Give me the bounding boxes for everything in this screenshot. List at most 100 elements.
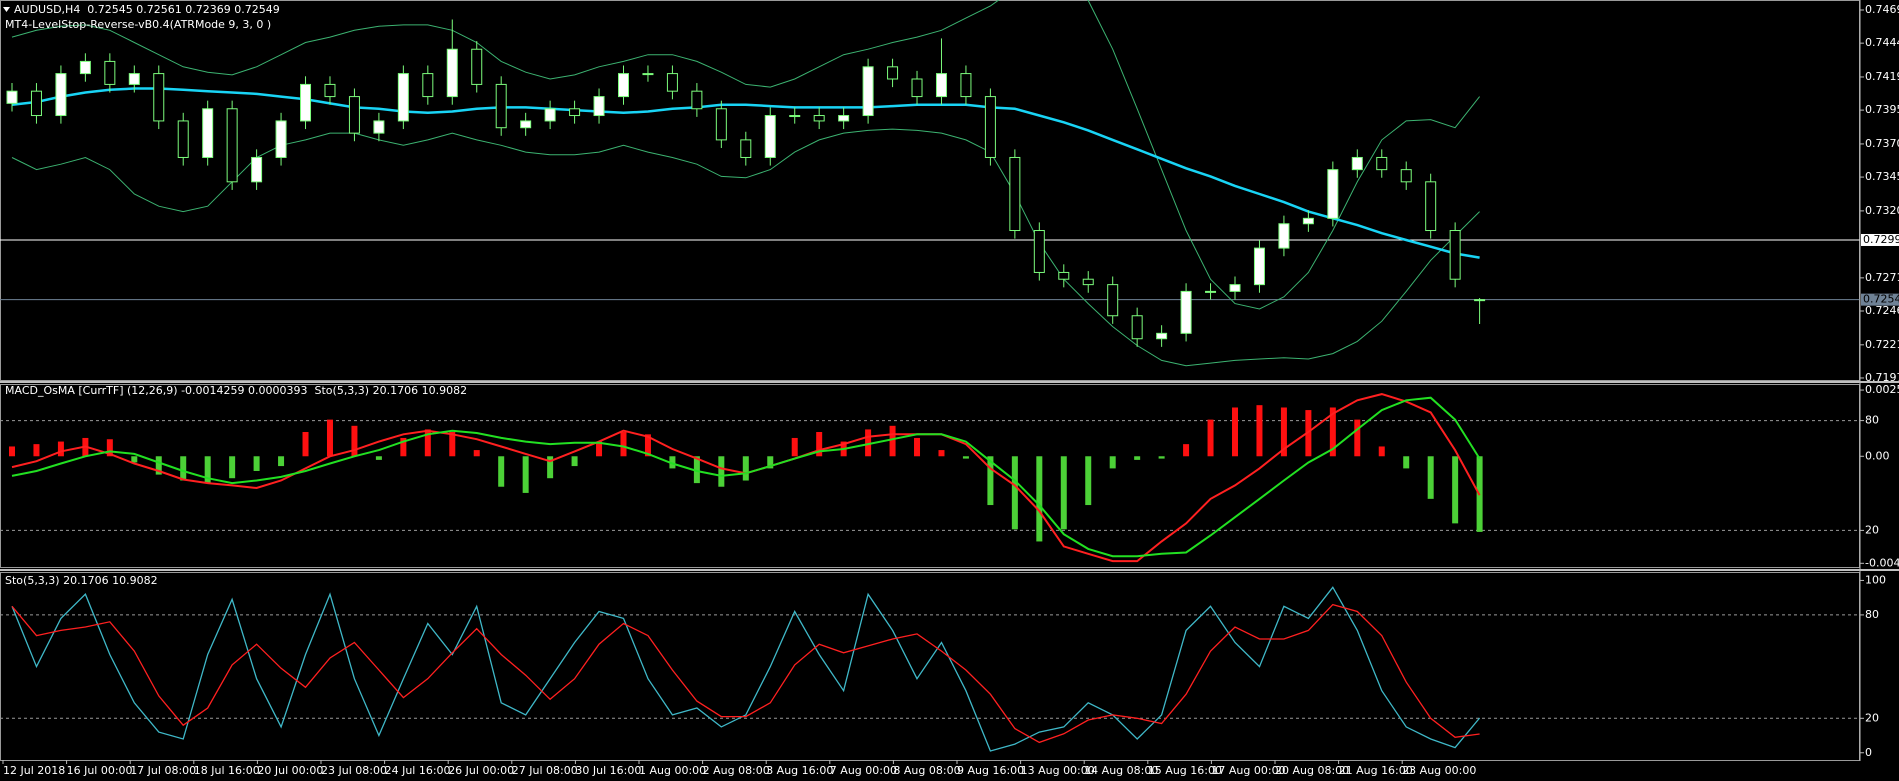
histogram-bar bbox=[253, 456, 260, 471]
menu-triangle bbox=[3, 7, 10, 12]
candle-body bbox=[764, 115, 776, 158]
histogram-bar bbox=[1134, 456, 1141, 460]
histogram-bar bbox=[1427, 456, 1434, 499]
histogram-bar bbox=[33, 444, 40, 457]
histogram-bar bbox=[1060, 456, 1067, 530]
plot-area bbox=[9, 393, 1483, 563]
y-tick-label: 20 bbox=[1865, 523, 1879, 536]
histogram-bar bbox=[914, 437, 921, 457]
y-tick-label: 20 bbox=[1865, 711, 1879, 724]
histogram-bar bbox=[204, 456, 211, 484]
candle-body bbox=[324, 83, 336, 98]
histogram-bar bbox=[522, 456, 529, 493]
candle-body bbox=[862, 66, 874, 117]
time-label: 26 Jul 00:00 bbox=[448, 764, 514, 777]
candle-body bbox=[202, 108, 214, 158]
time-label: 18 Jul 16:00 bbox=[194, 764, 260, 777]
candle-body bbox=[911, 78, 923, 98]
stoch-title: Sto(5,3,3) 20.1706 10.9082 bbox=[5, 574, 158, 587]
candle-body bbox=[569, 108, 581, 117]
y-tick-label: 0.73700 bbox=[1865, 137, 1899, 150]
time-label: 23 Aug 00:00 bbox=[1402, 764, 1476, 777]
histogram-bar bbox=[865, 429, 872, 457]
histogram-bar bbox=[1036, 456, 1043, 542]
candle-body bbox=[838, 115, 850, 122]
y-tick-label: 0.74195 bbox=[1865, 70, 1899, 83]
histogram-bar bbox=[816, 432, 823, 457]
y-tick-label: 0.71970 bbox=[1865, 371, 1899, 384]
histogram-bar bbox=[596, 441, 603, 457]
histogram-bar bbox=[155, 456, 162, 475]
time-label: 9 Aug 16:00 bbox=[957, 764, 1024, 777]
histogram-bar bbox=[791, 437, 798, 457]
candle-body bbox=[1351, 156, 1363, 171]
candle-body bbox=[960, 73, 972, 98]
candle-body bbox=[1058, 271, 1070, 280]
histogram-bar bbox=[57, 441, 64, 457]
candle-body bbox=[397, 73, 409, 122]
time-label: 14 Aug 08:00 bbox=[1084, 764, 1158, 777]
plot-area bbox=[0, 0, 1860, 367]
candle-body bbox=[226, 108, 238, 183]
candle-body bbox=[1474, 299, 1486, 302]
time-label: 20 Jul 00:00 bbox=[257, 764, 323, 777]
candle-body bbox=[79, 60, 91, 75]
candle-body bbox=[715, 108, 727, 141]
histogram-bar bbox=[1256, 405, 1263, 457]
histogram-bar bbox=[424, 429, 431, 457]
candle-body bbox=[887, 66, 899, 80]
histogram-bar bbox=[767, 456, 774, 469]
level-label-box bbox=[1861, 233, 1899, 246]
candle-body bbox=[495, 83, 507, 129]
candle-body bbox=[1033, 230, 1045, 273]
histogram-bar bbox=[1085, 456, 1092, 506]
time-label: 21 Aug 16:00 bbox=[1339, 764, 1413, 777]
plot-area bbox=[0, 586, 1860, 752]
candle-body bbox=[6, 90, 18, 104]
candle-body bbox=[300, 83, 312, 122]
candle-body bbox=[1253, 247, 1265, 286]
histogram-bar bbox=[1158, 456, 1165, 459]
histogram-bar bbox=[1403, 456, 1410, 469]
histogram-bar bbox=[1378, 446, 1385, 457]
histogram-bar bbox=[1109, 456, 1116, 469]
histogram-bar bbox=[644, 434, 651, 457]
candle-body bbox=[1205, 290, 1217, 293]
candle-body bbox=[1131, 315, 1143, 340]
y-tick-label: 0.72465 bbox=[1865, 304, 1899, 317]
candle-body bbox=[128, 73, 140, 85]
y-tick-label: 0.00 bbox=[1865, 449, 1890, 462]
time-label: 23 Jul 08:00 bbox=[321, 764, 387, 777]
histogram-bar bbox=[302, 432, 309, 457]
histogram-bar bbox=[400, 437, 407, 457]
series-line bbox=[11, 586, 1481, 752]
histogram-bar bbox=[547, 456, 554, 479]
histogram-bar bbox=[938, 450, 945, 457]
candle-body bbox=[1229, 284, 1241, 292]
histogram-bar bbox=[1011, 456, 1018, 530]
time-label: 13 Aug 00:00 bbox=[1021, 764, 1095, 777]
candle-body bbox=[1278, 223, 1290, 249]
time-label: 12 Jul 2018 bbox=[3, 764, 65, 777]
macd-title: MACD_OsMA [CurrTF] (12,26,9) -0.0014259 … bbox=[5, 384, 467, 397]
y-tick-label: 0 bbox=[1865, 746, 1872, 759]
candle-body bbox=[446, 48, 458, 98]
time-label: 17 Jul 08:00 bbox=[130, 764, 196, 777]
histogram-bar bbox=[449, 432, 456, 457]
histogram-bar bbox=[693, 456, 700, 484]
histogram-bar bbox=[742, 456, 749, 481]
histogram-bar bbox=[1232, 407, 1238, 457]
histogram-bar bbox=[131, 456, 138, 463]
candle-body bbox=[1425, 181, 1437, 232]
time-label: 30 Jul 16:00 bbox=[575, 764, 641, 777]
candle-body bbox=[691, 90, 703, 110]
time-label: 17 Aug 00:00 bbox=[1211, 764, 1285, 777]
candle-body bbox=[1107, 284, 1119, 317]
y-tick-label: 0.72215 bbox=[1865, 338, 1899, 351]
candle-body bbox=[373, 120, 385, 134]
candle-body bbox=[275, 120, 287, 158]
time-label: 16 Jul 00:00 bbox=[67, 764, 133, 777]
time-label: 3 Aug 16:00 bbox=[766, 764, 833, 777]
candle-body bbox=[1400, 169, 1412, 183]
candle-body bbox=[1449, 230, 1461, 280]
